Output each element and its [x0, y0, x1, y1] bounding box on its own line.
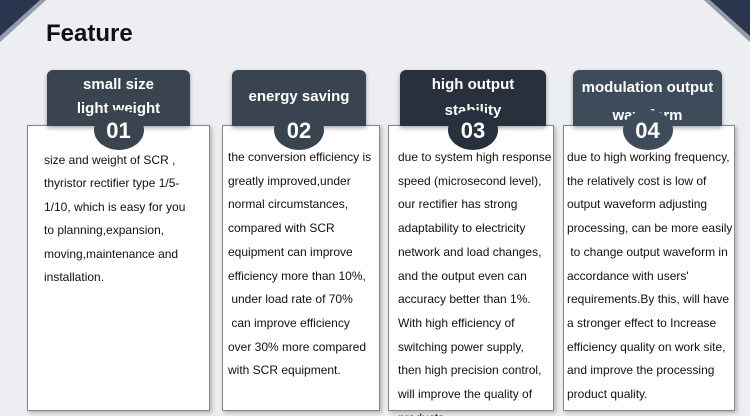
- card-text: output waveform adjusting: [567, 197, 708, 212]
- card-text: network and load changes,: [398, 244, 542, 259]
- card-text: and the output even can: [398, 268, 527, 283]
- card-text: our rectifier has strong: [398, 197, 518, 212]
- card-text: 1/10, which is easy for you: [44, 199, 186, 214]
- card-number: 01: [93, 110, 144, 150]
- card-text: efficiency more than 10%,: [228, 268, 366, 283]
- card-title: modulation output: [581, 79, 714, 96]
- card-text: to change output waveform in: [567, 244, 728, 259]
- card-text: then high precision control,: [398, 363, 542, 378]
- card-title: high output: [431, 76, 515, 93]
- card-text: adaptability to electricity: [398, 221, 526, 236]
- card-text: due to high working frequency,: [567, 150, 730, 164]
- card-number: 02: [274, 110, 324, 150]
- card-number: 03: [448, 110, 498, 150]
- card-text: product quality.: [567, 387, 648, 401]
- card-text: thyristor rectifier type 1/5-: [44, 176, 180, 191]
- card-text: moving,maintenance and: [44, 246, 179, 261]
- page-title: Feature: [46, 20, 133, 47]
- card-text: With high efficiency of: [398, 315, 515, 330]
- card-text: processing, can be more easily: [567, 221, 733, 236]
- card-text: the conversion efficiency is: [228, 150, 372, 164]
- card-text: accuracy better than 1%.: [398, 292, 531, 307]
- card-text: requirements.By this, will have: [567, 292, 730, 307]
- card-text: greatly improved,under: [228, 173, 351, 188]
- card-body: [388, 125, 554, 411]
- card-text: to planning,expansion,: [44, 223, 165, 238]
- card-text: compared with SCR: [228, 221, 335, 236]
- card-text: the relatively cost is low of: [567, 173, 707, 188]
- card-title: small size: [83, 76, 154, 93]
- card-text: over 30% more compared: [228, 339, 367, 354]
- card-text: size and weight of SCR ,: [44, 153, 176, 167]
- card-title: energy saving: [248, 88, 350, 105]
- card-text: a stronger effect to Increase: [567, 315, 717, 330]
- card-text: speed (microsecond level),: [398, 173, 542, 188]
- card-text: switching power supply,: [398, 339, 524, 354]
- card-text: equipment can improve: [228, 244, 353, 259]
- card-text: products.: [398, 411, 447, 416]
- corner-right-stripe: [704, 0, 750, 42]
- card-text: efficiency quality on work site,: [567, 339, 726, 354]
- corner-left-stripe: [0, 0, 46, 42]
- card-text: accordance with users': [567, 268, 689, 283]
- card-text: and improve the processing: [567, 363, 715, 378]
- card-text: normal circumstances,: [228, 197, 349, 212]
- card-text: with SCR equipment.: [228, 363, 341, 378]
- card-title: light weight: [76, 100, 161, 117]
- card-text: installation.: [44, 270, 105, 284]
- card-body: [27, 125, 210, 411]
- card-text: due to system high response: [398, 150, 552, 164]
- card-text: under load rate of 70%: [228, 292, 353, 307]
- card-text: can improve efficiency: [228, 315, 350, 330]
- card-text: will improve the quality of: [398, 387, 533, 401]
- card-number: 04: [622, 110, 673, 150]
